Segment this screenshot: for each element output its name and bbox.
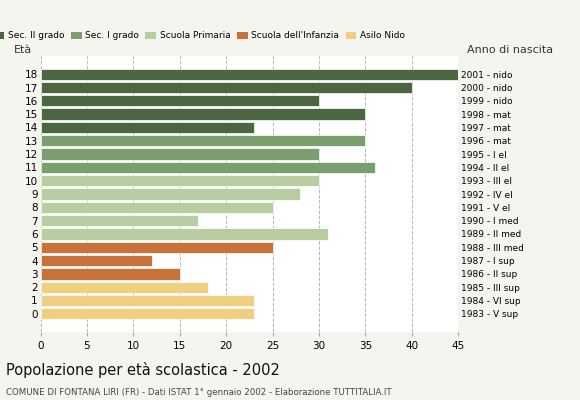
- Legend: Sec. II grado, Sec. I grado, Scuola Primaria, Scuola dell'Infanzia, Asilo Nido: Sec. II grado, Sec. I grado, Scuola Prim…: [0, 32, 405, 40]
- Bar: [41, 135, 365, 146]
- Bar: [41, 175, 319, 186]
- Bar: [41, 122, 254, 133]
- Bar: [41, 268, 180, 280]
- Text: Anno di nascita: Anno di nascita: [466, 45, 553, 55]
- Text: Popolazione per età scolastica - 2002: Popolazione per età scolastica - 2002: [6, 362, 280, 378]
- Bar: [41, 82, 412, 93]
- Bar: [41, 242, 273, 253]
- Bar: [41, 162, 375, 173]
- Bar: [41, 228, 328, 240]
- Bar: [41, 282, 208, 293]
- Bar: [41, 148, 319, 160]
- Bar: [41, 255, 152, 266]
- Bar: [41, 202, 273, 213]
- Bar: [41, 308, 254, 320]
- Bar: [41, 295, 254, 306]
- Bar: [41, 108, 365, 120]
- Bar: [41, 188, 300, 200]
- Bar: [41, 95, 319, 106]
- Bar: [41, 215, 198, 226]
- Bar: [41, 68, 458, 80]
- Text: Età: Età: [13, 45, 32, 55]
- Text: COMUNE DI FONTANA LIRI (FR) - Dati ISTAT 1° gennaio 2002 - Elaborazione TUTTITAL: COMUNE DI FONTANA LIRI (FR) - Dati ISTAT…: [6, 388, 392, 397]
